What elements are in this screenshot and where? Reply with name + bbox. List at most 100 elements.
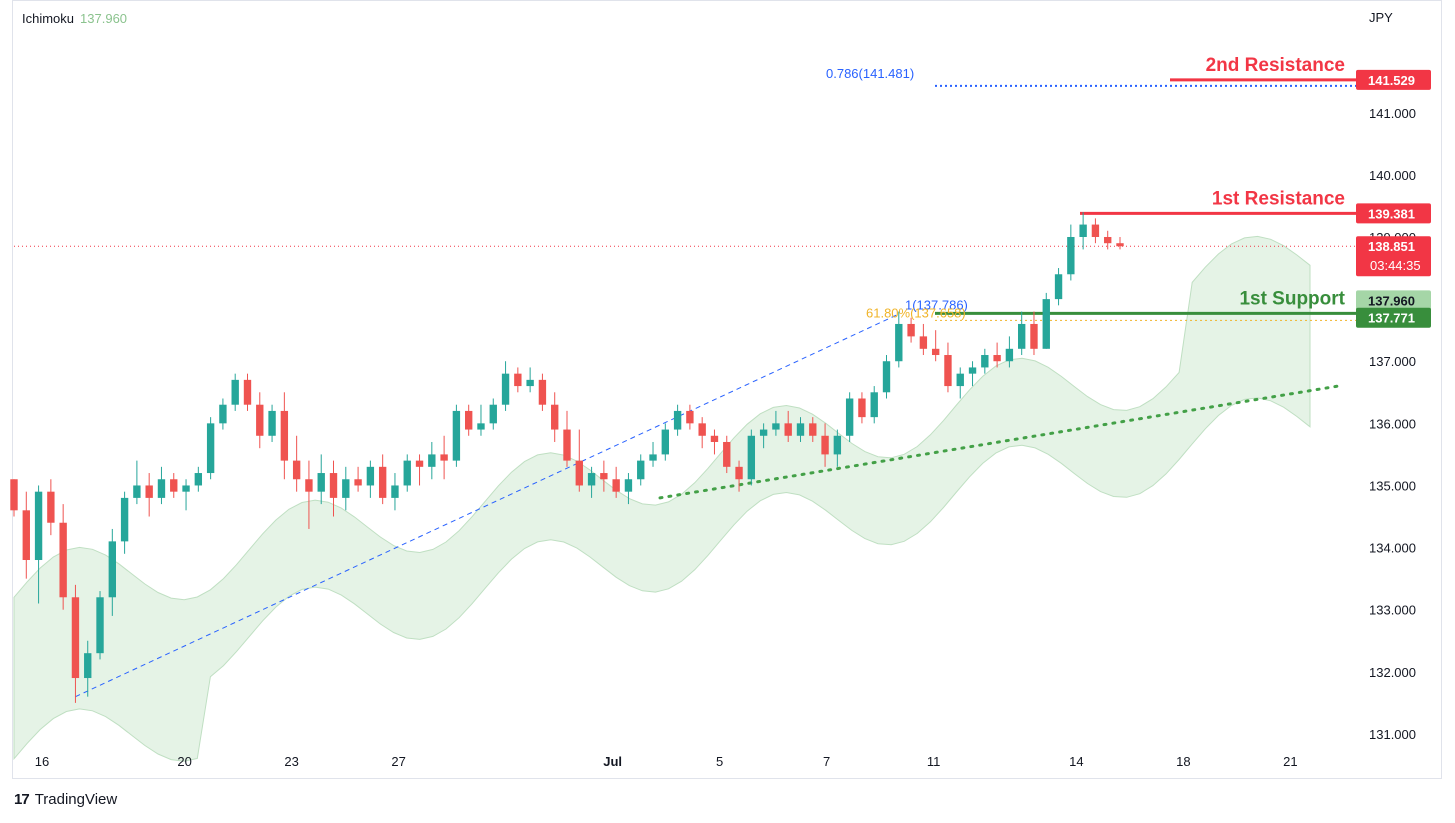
candle-body: [10, 479, 18, 511]
tag-last-price-bg: [1356, 236, 1431, 277]
candle: [477, 404, 485, 436]
x-tick-label: 14: [1069, 754, 1083, 769]
candle: [882, 355, 891, 399]
candle-body: [661, 429, 669, 455]
candle-body: [944, 355, 952, 387]
candle: [759, 423, 768, 449]
candle: [931, 330, 940, 362]
candle: [305, 460, 313, 529]
candle: [993, 342, 1001, 368]
candle-body: [415, 460, 424, 467]
tag-last-price-countdown: 03:44:35: [1370, 258, 1421, 273]
currency-label: JPY: [1369, 10, 1393, 25]
support-trendline: [658, 384, 1340, 500]
candle-body: [870, 392, 878, 418]
candle-body: [501, 373, 510, 405]
candle-body: [452, 410, 461, 461]
candle: [895, 311, 903, 368]
level-name-1: 1st Resistance: [1212, 188, 1345, 209]
candle: [845, 392, 854, 442]
candle: [747, 429, 756, 486]
candle: [587, 466, 596, 498]
candle-body: [723, 441, 731, 467]
candle-body: [182, 485, 190, 492]
candle-body: [981, 355, 989, 368]
candle: [47, 479, 55, 536]
candle-body: [354, 479, 362, 486]
candle-body: [882, 361, 891, 393]
candle-body: [428, 454, 436, 467]
candle: [661, 423, 669, 461]
candle: [329, 460, 338, 517]
candle: [280, 392, 289, 480]
candle-body: [403, 460, 411, 486]
candle-body: [440, 454, 448, 461]
candle: [624, 473, 633, 505]
candle: [34, 485, 43, 604]
candle-body: [858, 398, 866, 418]
trend-dashed-line: [75, 313, 900, 698]
tag-2nd-resistance-text: 141.529: [1368, 73, 1415, 88]
tag-ichimoku: 137.960: [1356, 290, 1431, 311]
indicator-legend[interactable]: Ichimoku 137.960: [22, 11, 127, 26]
candle-body: [133, 485, 141, 498]
candle: [1091, 218, 1100, 244]
tag-1st-resistance-text: 139.381: [1368, 206, 1415, 221]
y-tick-label: 135.000: [1369, 478, 1416, 493]
candle: [919, 323, 928, 356]
brand-logo[interactable]: 17 TradingView: [14, 791, 117, 808]
candle-body: [600, 473, 608, 480]
candle-body: [833, 435, 842, 455]
candle-body: [759, 429, 768, 436]
candle: [378, 454, 387, 505]
candle-body: [919, 336, 928, 349]
candle: [858, 392, 866, 424]
candle-body: [821, 435, 829, 455]
candle-body: [489, 404, 497, 424]
x-tick-label: 7: [823, 754, 830, 769]
fib-label-0: 0.786(141.481): [826, 66, 914, 81]
candle-body: [747, 435, 756, 480]
candle: [206, 417, 215, 480]
candle-body: [243, 379, 252, 405]
candle-body: [1079, 224, 1087, 237]
candle: [673, 404, 682, 436]
candle: [243, 373, 252, 411]
candle-body: [47, 491, 55, 523]
candle: [96, 591, 104, 660]
candle-body: [219, 404, 227, 424]
candle-body: [514, 373, 522, 387]
candle: [833, 429, 842, 467]
candle: [342, 466, 350, 511]
candle: [452, 404, 461, 467]
candle-body: [256, 404, 264, 436]
candle: [1005, 336, 1014, 368]
x-tick-label: 21: [1283, 754, 1297, 769]
candle-body: [170, 479, 178, 492]
y-tick-label: 137.000: [1369, 354, 1416, 369]
tag-1st-support: 137.771: [1356, 307, 1431, 328]
level-name-2: 1st Support: [1239, 288, 1345, 309]
candle-body: [391, 485, 399, 498]
indicator-name: Ichimoku: [22, 11, 75, 26]
candle-body: [1030, 323, 1038, 349]
candle-body: [206, 423, 215, 474]
candle-body: [796, 423, 805, 436]
candle: [354, 466, 362, 492]
candle-body: [895, 323, 903, 362]
candle: [600, 460, 608, 492]
candle-body: [305, 479, 313, 492]
candle-body: [145, 485, 153, 498]
candle: [514, 367, 522, 393]
candle: [612, 466, 620, 498]
candle: [821, 423, 829, 467]
candle: [219, 398, 227, 430]
candle-body: [809, 423, 817, 436]
candle: [182, 479, 190, 511]
candle: [10, 479, 18, 517]
candle: [907, 317, 915, 343]
candle: [772, 410, 780, 436]
candle-body: [649, 454, 657, 461]
